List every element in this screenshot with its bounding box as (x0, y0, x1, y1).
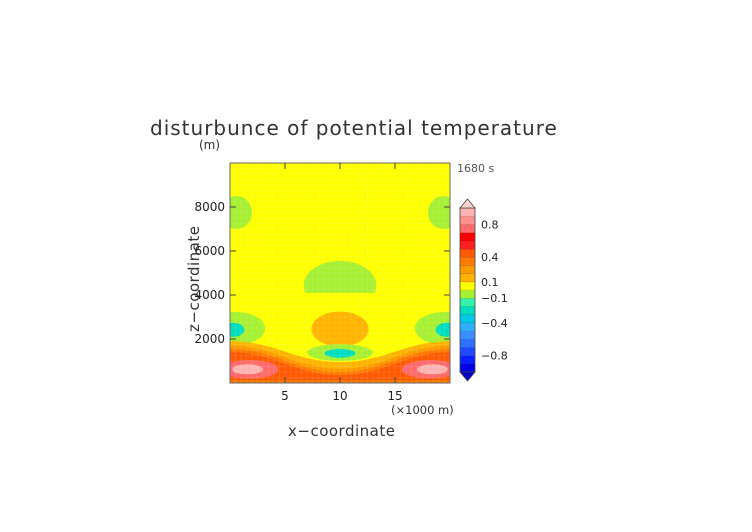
colorbar-segment (460, 347, 475, 356)
contour-region (428, 196, 450, 229)
contour-region (324, 348, 356, 358)
colorbar-segment (460, 257, 475, 266)
x-tick-label: 10 (332, 389, 347, 403)
colorbar-segment (460, 224, 475, 233)
y-axis: 2000 4000 6000 8000 (194, 200, 450, 346)
colorbar-segment (460, 306, 475, 315)
colorbar-segment (460, 331, 475, 340)
contour-region (414, 311, 450, 345)
colorbar-label: −0.8 (481, 350, 508, 363)
contour-region (413, 260, 450, 316)
contour-region (230, 260, 267, 316)
contour-region (311, 311, 369, 347)
colorbar-label: 0.4 (481, 251, 499, 264)
y-tick-label: 6000 (194, 244, 225, 258)
contour-region (230, 196, 252, 229)
colorbar-segment (460, 240, 475, 250)
contour-region (313, 182, 369, 232)
y-tick-label: 8000 (194, 200, 225, 214)
colorbar-segment (460, 208, 475, 217)
x-axis-label: x−coordinate (288, 422, 396, 440)
colorbar-segment (460, 298, 475, 307)
colorbar-segment (460, 314, 475, 324)
colorbar-segment (460, 355, 475, 365)
colorbar-segment (460, 363, 475, 373)
y-tick-label: 2000 (194, 332, 225, 346)
colorbar-segment (460, 339, 475, 348)
colorbar-segment (460, 249, 475, 258)
contour-region (230, 322, 245, 337)
colorbar-segment (460, 232, 475, 242)
colorbar-extend-top (459, 198, 476, 209)
contour-band (230, 352, 450, 383)
colorbar-segment (460, 216, 475, 225)
y-axis-unit: (m) (199, 138, 221, 152)
time-label: 1680 s (457, 162, 495, 175)
colorbar-label: −0.1 (481, 292, 508, 305)
chart-title: disturbunce of potential temperature (150, 116, 558, 140)
colorbar-label: 0.8 (481, 218, 499, 231)
contour-region (435, 322, 450, 337)
colorbar-segment (460, 290, 475, 299)
x-tick-label: 15 (387, 389, 402, 403)
x-axis-unit: (×1000 m) (391, 403, 454, 417)
contour-field (230, 163, 450, 383)
colorbar-extend-bottom (459, 371, 476, 382)
colorbar-label: 0.1 (481, 276, 499, 289)
colorbar-segment (460, 273, 475, 283)
colorbar-label: −0.4 (481, 317, 508, 330)
colorbar-segment (460, 281, 475, 291)
colorbar-segment (460, 322, 475, 332)
y-tick-label: 4000 (194, 288, 225, 302)
colorbar-segment (460, 265, 475, 274)
colorbar: 0.8 0.4 0.1 −0.1 −0.4 −0.8 (459, 198, 508, 382)
x-axis: 5 10 15 (281, 163, 403, 403)
contour-region (417, 364, 448, 375)
x-tick-label: 5 (281, 389, 289, 403)
contour-region (230, 311, 266, 345)
contour-region (232, 364, 263, 375)
